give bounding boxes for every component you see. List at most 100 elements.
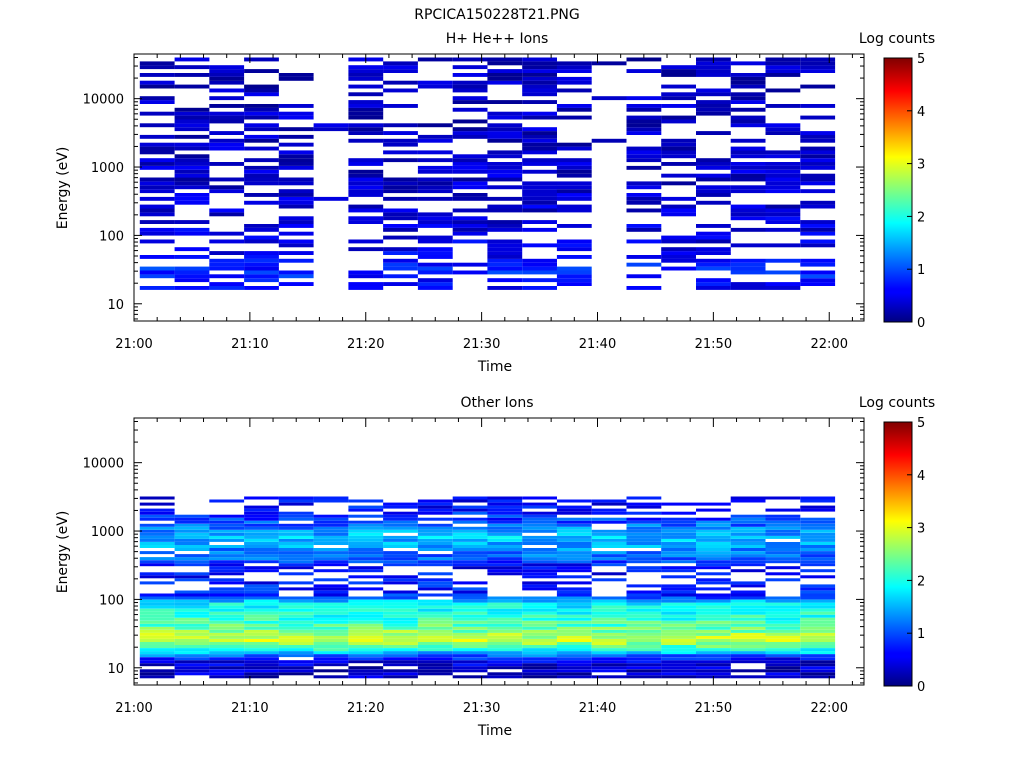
- heatmap-cell: [278, 517, 314, 521]
- x-tick-label: 21:30: [463, 337, 500, 352]
- heatmap-cell: [522, 529, 557, 533]
- heatmap-cell: [313, 196, 349, 201]
- heatmap-cell: [452, 208, 488, 213]
- heatmap-cell: [556, 608, 592, 612]
- heatmap-cell: [556, 538, 592, 542]
- heatmap-cell: [417, 84, 453, 89]
- heatmap-cell: [313, 639, 349, 642]
- heatmap-cell: [174, 557, 210, 561]
- heatmap-cell: [487, 654, 523, 658]
- heatmap-cell: [278, 596, 314, 600]
- heatmap-cell: [765, 131, 801, 135]
- heatmap-cell: [591, 620, 627, 624]
- heatmap-cell: [696, 542, 731, 545]
- heatmap-cell: [244, 514, 279, 518]
- heatmap-cell: [417, 499, 453, 503]
- heatmap-cell: [452, 193, 488, 197]
- heatmap-cell: [244, 554, 279, 558]
- heatmap-cell: [626, 239, 662, 244]
- heatmap-cell: [522, 645, 557, 648]
- heatmap-cell: [139, 65, 175, 70]
- heatmap-cell: [730, 514, 766, 518]
- heatmap-cell: [556, 173, 592, 178]
- heatmap-cell: [696, 262, 731, 267]
- heatmap-cell: [730, 532, 766, 536]
- heatmap-cell: [313, 526, 349, 530]
- heatmap-cell: [487, 551, 523, 555]
- heatmap-cell: [383, 523, 418, 527]
- heatmap-cell: [452, 158, 488, 163]
- heatmap-cell: [626, 535, 662, 539]
- heatmap-cell: [487, 150, 523, 155]
- y-tick-label: 10000: [83, 457, 124, 472]
- heatmap-cell: [209, 611, 245, 615]
- heatmap-cell: [556, 526, 592, 530]
- heatmap-cell: [487, 645, 523, 648]
- heatmap-cell: [139, 196, 175, 201]
- heatmap-cell: [209, 642, 245, 645]
- heatmap-cell: [696, 526, 731, 530]
- heatmap-cell: [730, 100, 766, 104]
- heatmap-cell: [765, 154, 801, 159]
- heatmap-cell: [661, 266, 696, 271]
- heatmap-cell: [765, 185, 801, 190]
- heatmap-cell: [244, 532, 279, 536]
- heatmap-cell: [487, 642, 523, 645]
- heatmap-cell: [452, 554, 488, 558]
- heatmap-cell: [522, 584, 557, 588]
- heatmap-cell: [800, 651, 836, 655]
- heatmap-cell: [174, 57, 210, 62]
- heatmap-cell: [591, 96, 627, 101]
- heatmap-cell: [661, 173, 696, 178]
- heatmap-cell: [348, 185, 384, 190]
- heatmap-cell: [139, 575, 175, 579]
- heatmap-cell: [800, 154, 836, 159]
- heatmap-cell: [278, 563, 314, 567]
- heatmap-cell: [383, 639, 418, 642]
- heatmap-cell: [765, 150, 801, 155]
- heatmap-cell: [348, 642, 384, 645]
- heatmap-cell: [487, 138, 523, 143]
- heatmap-cell: [556, 181, 592, 186]
- heatmap-cell: [556, 645, 592, 648]
- heatmap-cell: [487, 169, 523, 174]
- heatmap-cell: [661, 69, 696, 73]
- heatmap-cell: [452, 80, 488, 85]
- heatmap-cell: [278, 666, 314, 670]
- heatmap-cell: [348, 587, 384, 591]
- heatmap-cell: [278, 127, 314, 132]
- heatmap-cell: [696, 626, 731, 630]
- heatmap-cell: [556, 274, 592, 279]
- heatmap-cell: [800, 173, 836, 178]
- heatmap-cell: [487, 614, 523, 618]
- heatmap-cell: [452, 669, 488, 673]
- heatmap-cell: [800, 557, 836, 561]
- heatmap-cell: [383, 675, 418, 679]
- heatmap-cell: [730, 635, 766, 639]
- heatmap-cell: [696, 158, 731, 163]
- heatmap-cell: [139, 111, 175, 116]
- x-tick-label: 21:10: [231, 701, 268, 716]
- heatmap-cell: [765, 596, 801, 600]
- x-axis: 21:00 21:10 21:20 21:30 21:40 21:50 22:00: [115, 418, 853, 716]
- heatmap-cell: [383, 626, 418, 630]
- heatmap-cell: [730, 185, 766, 190]
- heatmap-cell: [591, 563, 627, 567]
- heatmap-cell: [591, 138, 627, 143]
- heatmap-cell: [278, 648, 314, 652]
- heatmap-cell: [174, 255, 210, 259]
- heatmap-cell: [591, 626, 627, 630]
- heatmap-cell: [730, 569, 766, 573]
- heatmap-cell: [244, 593, 279, 597]
- heatmap-cell: [556, 596, 592, 600]
- heatmap-cell: [800, 584, 836, 588]
- heatmap-cell: [522, 620, 557, 624]
- heatmap-cell: [383, 590, 418, 594]
- heatmap-cell: [278, 545, 314, 548]
- heatmap-cell: [626, 648, 662, 652]
- heatmap-cell: [556, 107, 592, 112]
- heatmap-cell: [383, 632, 418, 636]
- heatmap-cell: [417, 535, 453, 539]
- heatmap-cell: [417, 669, 453, 673]
